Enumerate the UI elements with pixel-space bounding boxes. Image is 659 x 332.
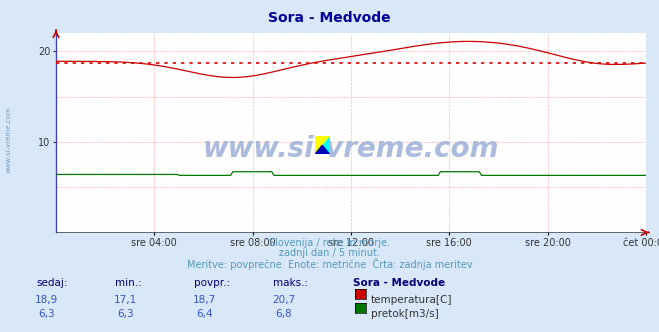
Text: Sora - Medvode: Sora - Medvode [268, 11, 391, 25]
Text: min.:: min.: [115, 278, 142, 288]
Polygon shape [315, 145, 330, 154]
Text: Slovenija / reke in morje.: Slovenija / reke in morje. [269, 238, 390, 248]
Text: povpr.:: povpr.: [194, 278, 231, 288]
Text: www.si-vreme.com: www.si-vreme.com [5, 106, 11, 173]
Polygon shape [315, 136, 330, 154]
Text: Meritve: povprečne  Enote: metrične  Črta: zadnja meritev: Meritve: povprečne Enote: metrične Črta:… [186, 258, 473, 270]
Text: maks.:: maks.: [273, 278, 308, 288]
Text: Sora - Medvode: Sora - Medvode [353, 278, 445, 288]
Text: www.si-vreme.com: www.si-vreme.com [203, 135, 499, 163]
Text: zadnji dan / 5 minut.: zadnji dan / 5 minut. [279, 248, 380, 258]
Text: 18,7: 18,7 [192, 295, 216, 305]
Text: 20,7: 20,7 [272, 295, 295, 305]
Text: 6,3: 6,3 [117, 309, 134, 319]
Text: 17,1: 17,1 [113, 295, 137, 305]
Text: pretok[m3/s]: pretok[m3/s] [371, 309, 439, 319]
Polygon shape [315, 136, 330, 154]
Text: temperatura[C]: temperatura[C] [371, 295, 453, 305]
Text: 18,9: 18,9 [34, 295, 58, 305]
Text: sedaj:: sedaj: [36, 278, 68, 288]
Text: 6,3: 6,3 [38, 309, 55, 319]
Text: 6,4: 6,4 [196, 309, 213, 319]
Text: 6,8: 6,8 [275, 309, 292, 319]
